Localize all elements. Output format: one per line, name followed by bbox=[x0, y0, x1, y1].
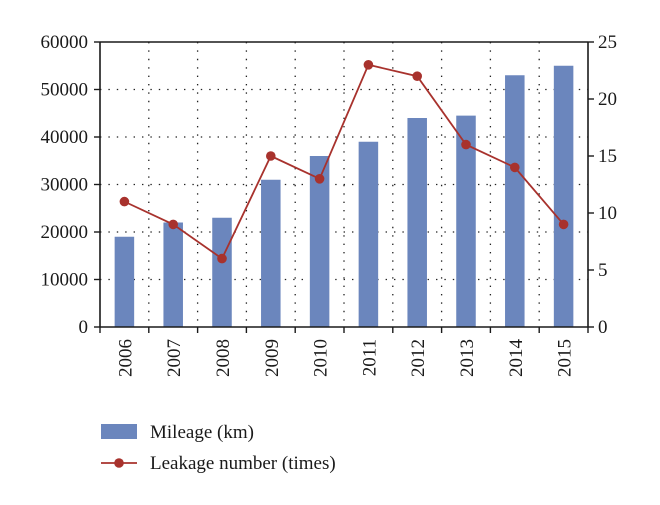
left-tick-label: 0 bbox=[79, 317, 89, 338]
point-leakage bbox=[510, 162, 520, 173]
x-tick-label: 2008 bbox=[213, 339, 234, 377]
right-tick-label: 10 bbox=[598, 203, 617, 224]
x-tick-label: 2014 bbox=[506, 339, 527, 378]
bar-series-mileage bbox=[114, 65, 574, 327]
x-tick-label: 2011 bbox=[359, 339, 380, 376]
left-axis-ticks: 0 10000 20000 30000 40000 50000 60000 bbox=[41, 32, 100, 338]
x-tick-label: 2012 bbox=[408, 339, 429, 377]
point-leakage bbox=[412, 71, 423, 81]
bar-mileage bbox=[114, 236, 135, 327]
left-tick-label: 50000 bbox=[41, 80, 89, 101]
point-leakage bbox=[314, 174, 325, 184]
x-tick-label: 2007 bbox=[164, 339, 185, 377]
bar-mileage bbox=[553, 65, 574, 327]
legend-swatch-leakage-marker bbox=[114, 458, 124, 468]
right-axis-ticks: 0 5 10 15 20 25 bbox=[588, 32, 617, 338]
bar-mileage bbox=[407, 118, 427, 327]
x-tick-label: 2013 bbox=[457, 339, 478, 377]
point-leakage bbox=[168, 219, 178, 230]
left-tick-label: 20000 bbox=[41, 222, 89, 243]
bar-mileage bbox=[212, 217, 232, 327]
legend: Mileage (km) Leakage number (times) bbox=[101, 422, 336, 474]
bar-mileage bbox=[261, 179, 281, 327]
point-leakage bbox=[217, 253, 227, 264]
legend-label-leakage: Leakage number (times) bbox=[150, 453, 336, 474]
point-leakage bbox=[119, 196, 130, 207]
point-leakage bbox=[266, 151, 276, 161]
right-tick-label: 5 bbox=[598, 260, 608, 281]
x-tick-label: 2010 bbox=[311, 339, 332, 377]
left-tick-label: 60000 bbox=[41, 32, 89, 53]
bar-mileage bbox=[505, 75, 525, 327]
x-axis-ticks: 2006 2007 2008 2009 2010 2011 2012 2013 2014 2015 bbox=[115, 339, 575, 378]
bar-mileage bbox=[358, 141, 379, 327]
line-series-leakage bbox=[119, 60, 569, 264]
right-tick-label: 20 bbox=[598, 89, 617, 110]
point-leakage bbox=[461, 139, 471, 150]
bar-mileage bbox=[309, 156, 330, 327]
left-tick-label: 10000 bbox=[41, 270, 89, 291]
x-tick-label: 2006 bbox=[115, 339, 136, 377]
right-tick-label: 25 bbox=[598, 32, 617, 53]
legend-swatch-mileage bbox=[101, 424, 137, 439]
bar-mileage bbox=[456, 115, 476, 327]
right-tick-label: 0 bbox=[598, 317, 608, 338]
point-leakage bbox=[363, 60, 374, 70]
left-tick-label: 40000 bbox=[41, 127, 89, 148]
x-tick-label: 2009 bbox=[262, 339, 283, 377]
legend-label-mileage: Mileage (km) bbox=[150, 422, 254, 443]
right-tick-label: 15 bbox=[598, 146, 617, 167]
grid-lines bbox=[100, 42, 588, 327]
bar-mileage bbox=[163, 222, 183, 327]
point-leakage bbox=[558, 219, 569, 230]
line-leakage bbox=[124, 63, 565, 260]
left-tick-label: 30000 bbox=[41, 175, 89, 196]
x-tick-label: 2015 bbox=[555, 339, 576, 377]
